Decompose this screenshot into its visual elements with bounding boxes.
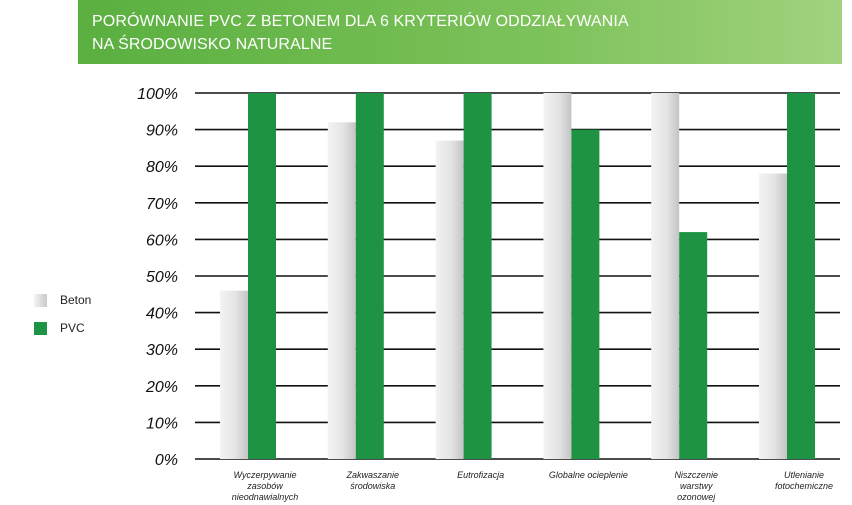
bar-pvc [463, 93, 492, 459]
bar-pvc [787, 93, 815, 459]
bar-beton [651, 93, 680, 459]
y-axis-ticks: 0% 10% 20% 30% 40% 50% 60% 70% 80% 90% 100% [137, 86, 178, 469]
x-axis-labels: Wyczerpywanie zasobów nieodnawialnych Zakwa… [232, 470, 833, 502]
bar-beton [435, 140, 464, 459]
y-tick-label: 40% [146, 306, 178, 323]
chart-title-line-2: NA ŚRODOWISKO NATURALNE [92, 36, 333, 53]
y-tick-label: 50% [146, 269, 178, 286]
y-tick-label: 80% [146, 159, 178, 176]
bar-beton [543, 93, 572, 459]
x-tick-label: Eutrofizacja [457, 470, 504, 480]
bar-beton [220, 290, 248, 459]
y-tick-label: 100% [137, 86, 178, 103]
y-tick-label: 70% [146, 196, 178, 213]
x-tick-label: Wyczerpywanie zasobów nieodnawialnych [232, 470, 299, 502]
y-tick-label: 0% [155, 452, 178, 469]
bars [220, 93, 815, 459]
bar-pvc [679, 232, 708, 459]
gridlines [195, 92, 840, 460]
y-tick-label: 20% [145, 379, 178, 396]
y-tick-label: 30% [146, 342, 178, 359]
x-tick-label: Utlenianie fotochemiczne [775, 470, 833, 491]
x-tick-label: Globalne ocieplenie [549, 470, 628, 480]
chart-title-banner: PORÓWNANIE PVC Z BETONEM DLA 6 KRYTERIÓW… [78, 0, 842, 64]
legend-swatch-pvc [34, 322, 47, 335]
bar-beton [759, 173, 787, 459]
bar-pvc [248, 93, 276, 459]
chart-title-line-1: PORÓWNANIE PVC Z BETONEM DLA 6 KRYTERIÓW… [92, 13, 629, 30]
legend-label-pvc: PVC [60, 321, 85, 335]
bar-pvc [571, 129, 600, 459]
y-tick-label: 60% [146, 232, 178, 249]
x-tick-label: Zakwaszanie środowiska [346, 470, 400, 491]
bar-beton [327, 122, 356, 459]
x-tick-label: Niszczenie warstwy ozonowej [674, 470, 718, 502]
legend-label-beton: Beton [60, 293, 92, 307]
bar-pvc [355, 93, 384, 459]
y-tick-label: 10% [146, 415, 178, 432]
legend-swatch-beton [34, 294, 47, 307]
y-tick-label: 90% [146, 123, 178, 140]
